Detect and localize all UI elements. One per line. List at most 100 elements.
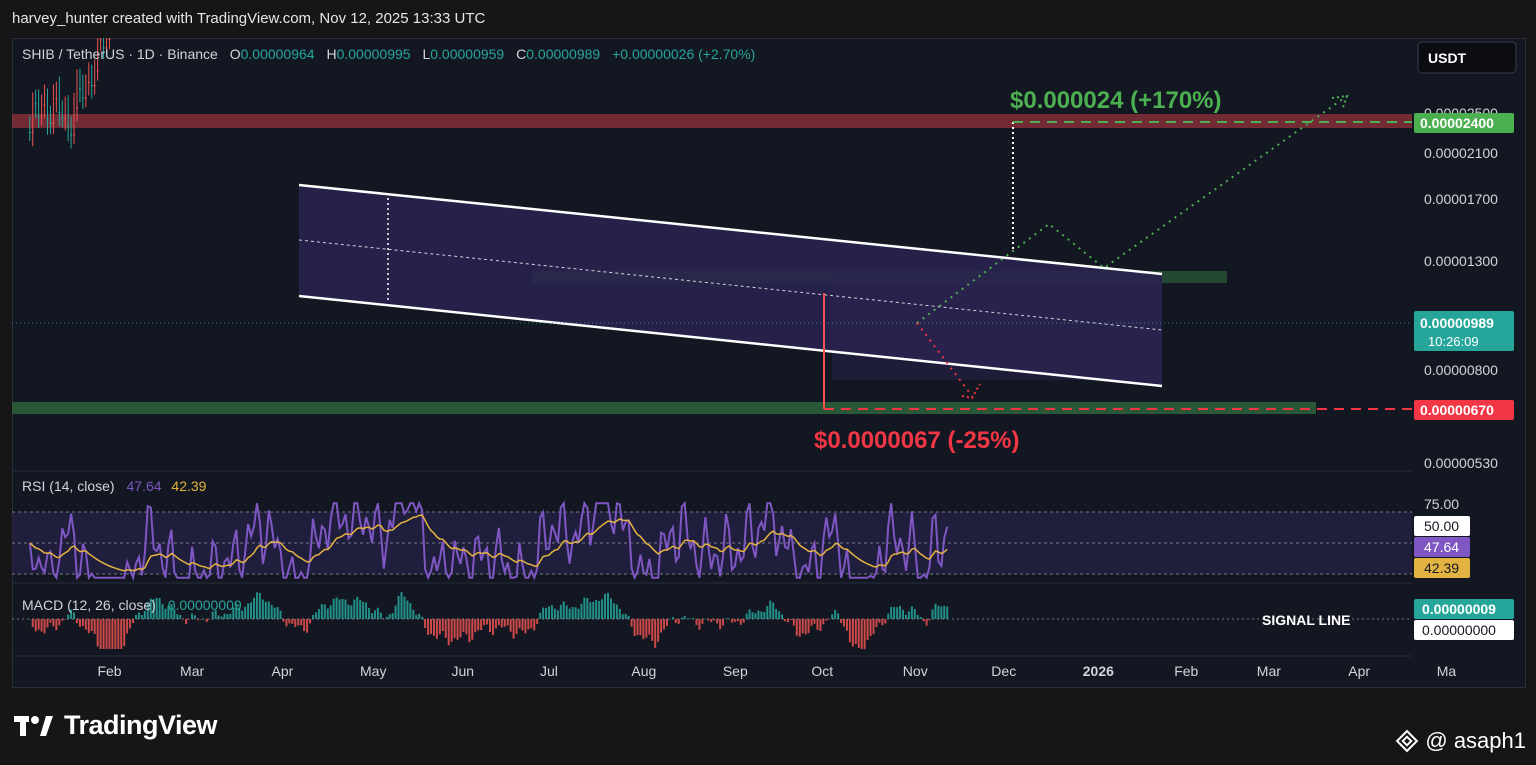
time-tick: Apr <box>272 663 294 679</box>
macd-bar <box>441 619 444 632</box>
macd-bar <box>368 607 371 619</box>
macd-bar <box>751 612 754 619</box>
macd-bar <box>155 597 158 619</box>
macd-bar <box>848 619 851 643</box>
macd-bar <box>191 613 194 619</box>
macd-bar <box>31 619 34 627</box>
macd-bar <box>376 607 379 619</box>
macd-bar <box>872 619 875 635</box>
macd-bar <box>524 619 527 634</box>
macd-bar <box>344 599 347 619</box>
macd-bar <box>306 619 309 633</box>
macd-bar <box>630 619 633 627</box>
svg-text:0.00000989: 0.00000989 <box>1420 315 1494 331</box>
macd-bar <box>297 619 300 626</box>
support-zone <box>12 402 1316 414</box>
macd-bar <box>81 619 84 626</box>
legend-open: 0.00000964 <box>241 46 315 62</box>
macd-bar <box>509 619 512 632</box>
macd-bar <box>857 619 860 648</box>
candle <box>67 95 70 142</box>
macd-bar <box>258 592 261 619</box>
time-tick: Ma <box>1437 663 1457 679</box>
candle <box>55 81 58 113</box>
macd-bar <box>804 619 807 635</box>
macd-bar <box>565 605 568 619</box>
macd-bar <box>167 605 170 619</box>
macd-bar <box>615 604 618 619</box>
macd-bar <box>208 619 211 620</box>
macd-bar <box>400 592 403 619</box>
chart-svg[interactable]: $0.000024 (+170%) $0.0000067 (-25%) SHIB… <box>12 38 1526 688</box>
rsi-label: RSI (14, close) <box>22 478 115 494</box>
macd-bar <box>291 619 294 624</box>
macd-bar <box>666 619 668 627</box>
tradingview-logo[interactable]: TradingView <box>14 710 218 741</box>
macd-bar <box>494 619 497 629</box>
macd-bar <box>571 606 574 619</box>
range-box <box>832 274 1162 380</box>
time-tick: Sep <box>723 663 748 679</box>
macd-bar <box>350 605 353 619</box>
macd-bar <box>907 611 910 619</box>
currency-button[interactable]: USDT <box>1417 41 1517 74</box>
macd-bar <box>497 619 500 626</box>
macd-bar <box>760 611 763 619</box>
macd-bar <box>49 619 52 623</box>
rsi-axis-75: 75.00 <box>1424 496 1459 512</box>
macd-bar <box>111 619 114 649</box>
macd-bar <box>477 619 480 631</box>
candle <box>40 94 43 126</box>
macd-bar <box>689 618 692 619</box>
macd-bar <box>43 619 46 634</box>
macd-bar <box>825 619 828 621</box>
resistance-zone <box>12 114 1412 128</box>
macd-bar <box>282 619 285 622</box>
macd-bar <box>624 613 627 619</box>
macd-bar <box>205 619 208 622</box>
macd-bar <box>674 619 677 624</box>
macd-bar <box>542 607 545 619</box>
time-axis[interactable]: Feb Mar Apr May Jun Jul Aug Sep Oct Nov Dec 2026 Feb… <box>97 663 1456 679</box>
watermark-text: @ asaph1 <box>1425 728 1526 753</box>
macd-bar <box>176 614 179 619</box>
macd-bar <box>727 618 730 619</box>
macd-bar <box>899 605 902 619</box>
macd-bar <box>530 619 533 629</box>
macd-bar <box>550 605 553 619</box>
macd-bar <box>164 608 167 619</box>
svg-text:0.00000670: 0.00000670 <box>1420 402 1494 418</box>
macd-bar <box>904 614 907 619</box>
macd-bar <box>677 619 680 624</box>
macd-bar <box>459 619 462 638</box>
macd-bar <box>129 619 132 629</box>
macd-bar <box>379 612 382 619</box>
macd-bar <box>312 614 314 619</box>
candle <box>76 69 78 122</box>
macd-bar <box>300 619 303 626</box>
macd-bar <box>255 592 258 619</box>
svg-text:50.00: 50.00 <box>1424 518 1459 534</box>
macd-bar <box>843 619 845 627</box>
macd-bar <box>323 604 326 619</box>
macd-bar <box>893 607 896 619</box>
macd-bar <box>40 619 43 632</box>
time-tick: Feb <box>1174 663 1198 679</box>
candle <box>49 105 52 134</box>
target-up-label: $0.000024 (+170%) <box>1010 87 1222 114</box>
macd-bar <box>645 619 648 638</box>
macd-bar <box>919 617 922 619</box>
legend-high: 0.00000995 <box>337 46 411 62</box>
time-tick: Apr <box>1348 663 1370 679</box>
time-tick: Oct <box>811 663 833 679</box>
rsi-value: 47.64 <box>126 478 161 494</box>
svg-text:47.64: 47.64 <box>1424 539 1459 555</box>
macd-bar <box>314 612 317 619</box>
macd-bar <box>188 619 191 620</box>
macd-bar <box>78 619 81 627</box>
macd-bar <box>211 611 214 619</box>
macd-bar <box>70 609 73 619</box>
time-tick: Mar <box>1257 663 1281 679</box>
macd-bar <box>860 619 863 649</box>
macd-bar <box>518 619 521 629</box>
